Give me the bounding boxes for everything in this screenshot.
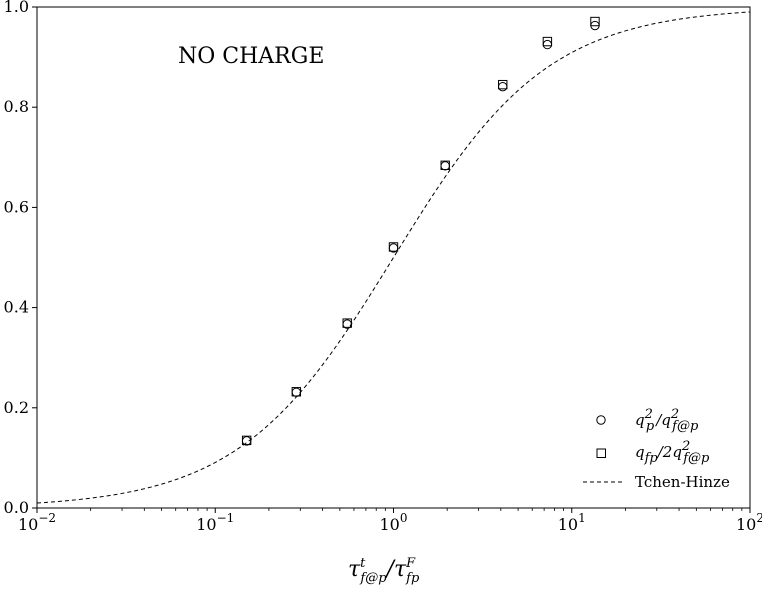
legend-s1-a: q [635, 411, 645, 429]
xlabel-sub: f@p [359, 571, 387, 586]
x-tick-label: 101 [558, 511, 586, 534]
circle-marker-point [542, 39, 553, 50]
legend-label-series-3: Tchen-Hinze [635, 473, 730, 491]
y-tick-label: 0.8 [4, 97, 29, 116]
y-axis: 0.0 0.2 0.4 0.6 0.8 1.0 [4, 0, 37, 517]
legend-s1-b-sup: 2 [670, 407, 679, 422]
xlabel-slash: /τ [385, 557, 407, 582]
circle-marker-point [291, 387, 302, 397]
square-marker-point [440, 160, 450, 171]
y-tick-label: 0.6 [4, 197, 29, 216]
xlabel-sup: t [360, 556, 366, 571]
legend-s2-b: /2q [656, 443, 682, 461]
x-tick-label: 10−2 [18, 511, 56, 534]
y-tick-label: 0.4 [4, 298, 29, 317]
square-marker-point [291, 387, 302, 397]
square-marker-point [388, 242, 399, 252]
y-tick-label: 1.0 [4, 0, 29, 16]
legend-s2-b-sup: 2 [681, 439, 690, 454]
square-marker-point [241, 435, 252, 446]
circle-marker-point [498, 81, 508, 92]
legend-circle-marker [596, 415, 606, 425]
legend-label-series-2: qfp/2q2 f@p [635, 439, 710, 466]
legend-s2-a-sub: fp [644, 451, 659, 466]
square-marker-point [342, 318, 352, 328]
legend-label-series-1: q2 p/q2 f@p [635, 407, 699, 434]
square-marker-point [498, 79, 508, 90]
plot-area [36, 6, 751, 509]
legend-s1-b: /q [654, 411, 671, 429]
xlabel-main: τ [348, 557, 361, 582]
x-tick-label: 100 [380, 511, 408, 534]
data-markers [241, 16, 600, 446]
x-axis-label: τt f@p/τF fp [348, 556, 420, 586]
legend-square-marker [596, 448, 606, 458]
legend: q2 p/q2 f@p qfp/2q2 f@p Tchen-Hinze [583, 407, 730, 491]
legend-s1-b-sub: f@p [671, 419, 699, 434]
legend-s2-a: q [635, 443, 645, 461]
circle-marker-point [440, 161, 450, 171]
x-tick-label: 102 [736, 511, 762, 534]
square-marker-point [590, 16, 600, 27]
legend-s1-a-sup: 2 [644, 407, 653, 422]
x-tick-label: 10−1 [196, 511, 234, 534]
legend-s1-a-sub: p [646, 419, 655, 434]
no-charge-annotation: NO CHARGE [178, 44, 324, 69]
legend-s2-b-sub: f@p [682, 451, 710, 466]
y-tick-label: 0.2 [4, 398, 29, 417]
square-marker-point [542, 36, 553, 47]
y-tick-label: 0.0 [4, 498, 29, 517]
xlabel-sup2: F [405, 556, 416, 571]
axes-frame [36, 6, 751, 509]
tchen-hinze-curve [36, 11, 751, 504]
xlabel-sub2: fp [405, 571, 420, 586]
x-axis: 10−2 10−1 100 101 102 [18, 508, 762, 534]
